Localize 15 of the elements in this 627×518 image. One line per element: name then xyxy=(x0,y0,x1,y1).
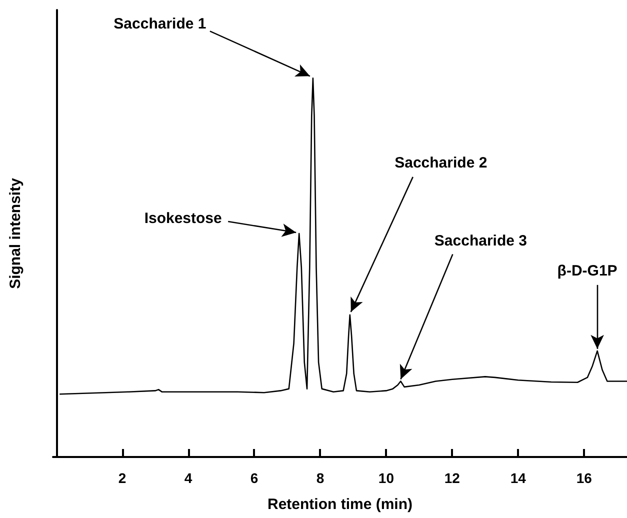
x-tick-label: 6 xyxy=(250,470,258,486)
x-tick-label: 8 xyxy=(316,470,324,486)
x-tick-label: 12 xyxy=(444,470,460,486)
x-tick-label: 2 xyxy=(118,470,126,486)
annotation: Saccharide 1 xyxy=(114,16,206,33)
x-axis-title: Retention time (min) xyxy=(268,496,412,513)
x-tick-label: 4 xyxy=(184,470,192,486)
annotation: Saccharide 3 xyxy=(434,232,527,250)
x-tick-label: 14 xyxy=(510,470,526,486)
x-tick-label: 16 xyxy=(576,470,592,486)
annotation: β-D-G1P xyxy=(557,262,618,280)
x-tick-label: 10 xyxy=(378,470,394,486)
y-axis-title: Signal intensity xyxy=(7,177,24,289)
annotation: Isokestose xyxy=(144,210,222,227)
annotation: Saccharide 2 xyxy=(394,154,488,172)
